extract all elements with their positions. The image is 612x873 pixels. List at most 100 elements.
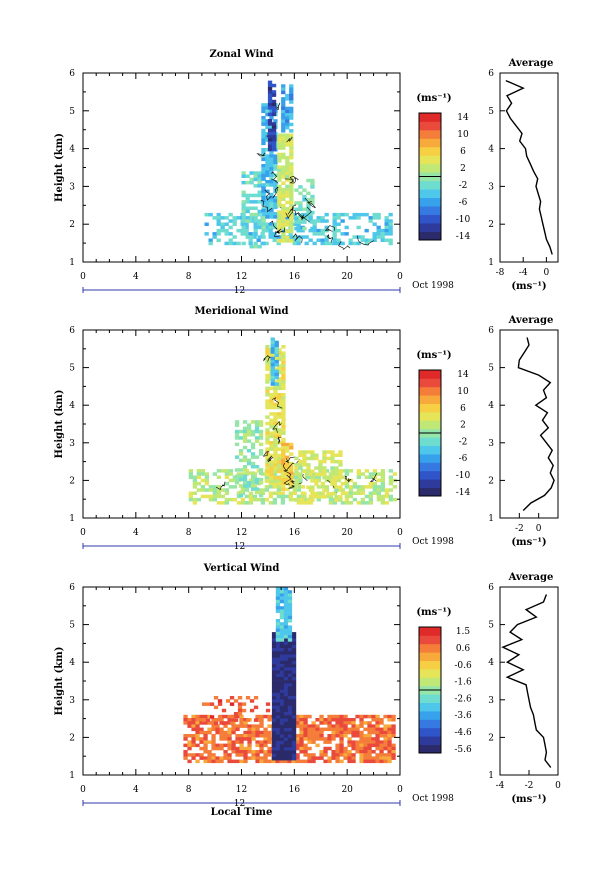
heatmap-cell — [364, 238, 369, 242]
heatmap-cell — [287, 615, 293, 620]
heatmap-cell — [291, 753, 297, 758]
heatmap-cell — [204, 488, 209, 492]
heatmap-cell — [335, 727, 340, 732]
heatmap-cell — [303, 750, 308, 754]
heatmap-cell — [191, 714, 196, 719]
heatmap-cell — [289, 474, 294, 479]
heatmap-cell — [314, 495, 319, 499]
heatmap-cell — [359, 753, 364, 757]
heatmap-cell — [261, 228, 266, 233]
heatmap-cell — [285, 446, 290, 450]
heatmap-cell — [299, 743, 304, 748]
heatmap-cell — [281, 239, 286, 243]
heatmap-cell — [257, 235, 262, 239]
heatmap-cell — [283, 702, 289, 706]
heatmap-cell — [281, 354, 286, 359]
heatmap-cell — [283, 692, 289, 697]
heatmap-cell — [250, 471, 256, 475]
heatmap-cell — [281, 109, 286, 114]
heatmap-cell — [273, 460, 278, 464]
heatmap-cell — [191, 753, 196, 757]
heatmap-cell — [275, 689, 281, 694]
heatmap-cell — [265, 348, 270, 352]
heatmap-cell — [379, 753, 384, 757]
heatmap-cell — [232, 478, 237, 483]
heatmap-cell — [291, 702, 297, 706]
heatmap-cell — [227, 756, 232, 760]
heatmap-cell — [298, 459, 303, 464]
heatmap-cell — [246, 458, 252, 463]
heatmap-cell — [314, 466, 319, 470]
heatmap-cell — [188, 469, 193, 473]
heatmap-cell — [334, 488, 339, 493]
heatmap-cell — [236, 491, 241, 495]
heatmap-cell — [235, 714, 240, 719]
heatmap-cell — [281, 474, 286, 479]
heatmap-cell — [273, 386, 278, 391]
heatmap-cell — [242, 455, 248, 459]
heatmap-cell — [285, 165, 290, 169]
heatmap-cell — [283, 731, 289, 735]
heatmap-cell — [277, 463, 282, 467]
heatmap-cell — [255, 743, 260, 748]
heatmap-cell — [364, 212, 369, 217]
heatmap-cell — [277, 203, 282, 208]
heatmap-cell — [322, 453, 327, 457]
heatmap-cell — [250, 455, 256, 459]
heatmap-cell — [265, 148, 270, 152]
heatmap-cell — [310, 491, 315, 496]
heatmap-cell — [265, 437, 270, 442]
heatmap-cell — [289, 465, 294, 469]
heatmap-cell — [279, 702, 285, 706]
heatmap-cell — [289, 184, 294, 189]
heatmap-cell — [265, 421, 270, 426]
heatmap-cell — [330, 469, 335, 473]
heatmap-cell — [242, 468, 248, 472]
heatmap-cell — [228, 469, 233, 473]
heatmap-cell — [287, 721, 293, 726]
heatmap-cell — [281, 84, 286, 88]
heatmap-cell — [348, 501, 353, 505]
heatmap-cell — [245, 196, 250, 201]
heatmap-cell — [387, 724, 392, 728]
heatmap-cell — [339, 750, 344, 754]
heatmap-cell — [352, 216, 357, 220]
heatmap-field — [188, 337, 397, 505]
heatmap-cell — [271, 651, 277, 655]
heatmap-cell — [253, 177, 258, 182]
heatmap-cell — [367, 721, 372, 725]
heatmap-cell — [287, 747, 293, 751]
heatmap-cell — [289, 468, 294, 472]
heatmap-cell — [253, 222, 258, 226]
heatmap-cell — [291, 728, 297, 732]
heatmap-cell — [261, 157, 266, 162]
heatmap-cell — [285, 223, 290, 227]
y-tick-label: 2 — [69, 220, 75, 230]
heatmap-cell — [291, 638, 297, 642]
heatmap-cell — [323, 718, 328, 722]
heatmap-cell — [272, 491, 277, 495]
heatmap-cell — [277, 239, 282, 243]
heatmap-cell — [327, 740, 332, 744]
heatmap-cell — [287, 612, 293, 617]
heatmap-cell — [277, 191, 282, 195]
heatmap-cell — [294, 485, 299, 489]
heatmap-cell — [256, 238, 261, 242]
heatmap-cell — [289, 197, 294, 201]
heatmap-cell — [352, 491, 357, 495]
heatmap-cell — [287, 667, 293, 671]
heatmap-cell — [356, 225, 361, 230]
heatmap-cell — [289, 149, 294, 153]
colorbar-tick-label: -10 — [456, 215, 471, 225]
heatmap-cell — [191, 756, 196, 760]
heatmap-cell — [239, 721, 244, 725]
heatmap-cell — [279, 615, 285, 620]
heatmap-cell — [312, 232, 317, 236]
heatmap-cell — [322, 469, 327, 473]
colorbar-tick-label: 1.5 — [456, 627, 471, 637]
average-profile-line — [505, 79, 553, 255]
heatmap-cell — [216, 485, 221, 489]
heatmap-cell — [212, 497, 217, 502]
average-title: Average — [508, 315, 554, 326]
heatmap-cell — [336, 228, 341, 233]
